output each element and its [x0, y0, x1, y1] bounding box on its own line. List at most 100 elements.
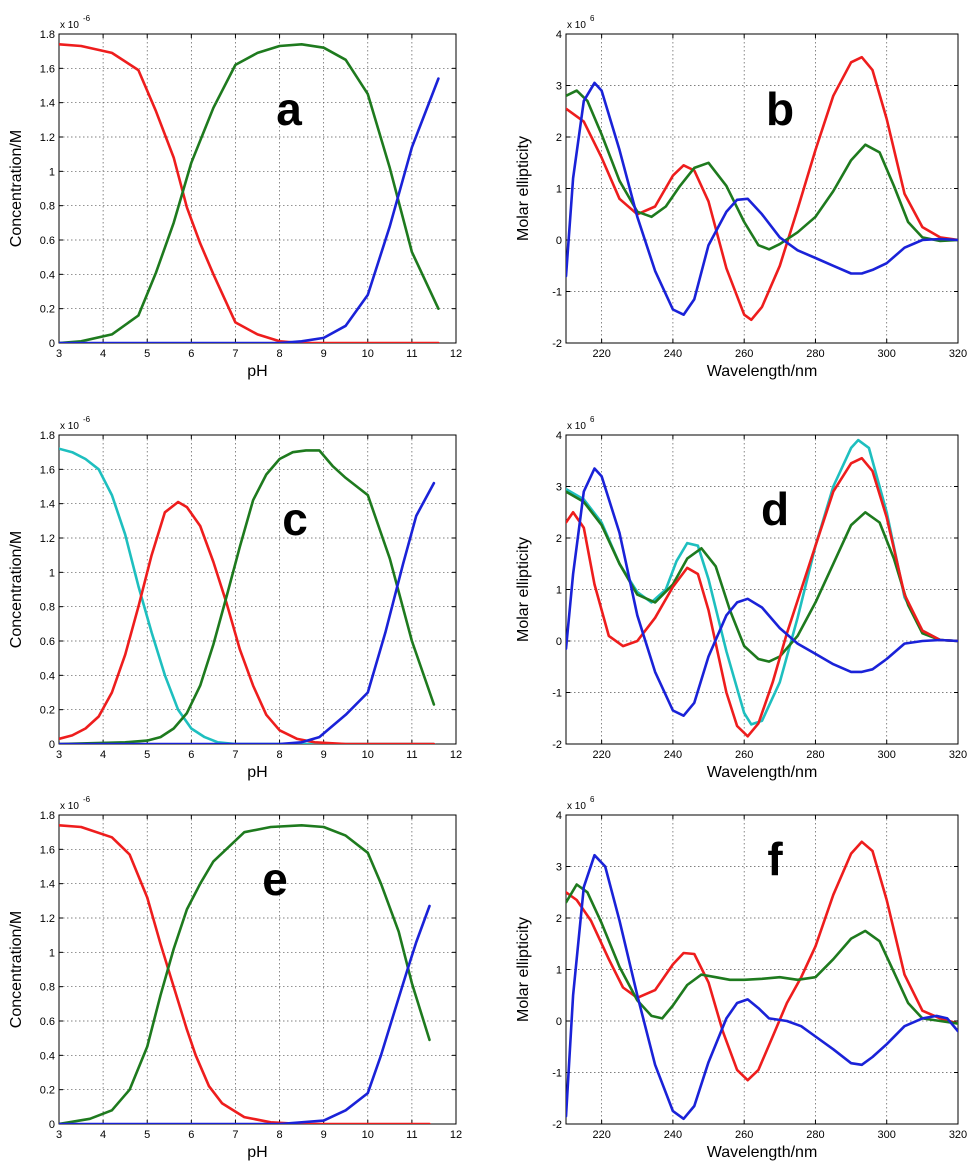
- y-tick-label: 0.6: [40, 1016, 55, 1028]
- y-tick-label: -1: [552, 688, 562, 700]
- x-tick-label: 280: [806, 1129, 824, 1141]
- x-tick-label: 8: [276, 348, 282, 360]
- x-tick-label: 4: [100, 348, 106, 360]
- y-tick-label: 1.4: [40, 879, 55, 891]
- x-tick-label: 11: [406, 1129, 417, 1141]
- x-tick-label: 11: [406, 749, 417, 761]
- series-line-green: [59, 823, 431, 1124]
- x-tick-label: 5: [144, 749, 150, 761]
- y-tick-label: 0: [556, 1016, 562, 1028]
- x-tick-label: 3: [56, 749, 62, 761]
- series-line-blue: [566, 467, 958, 718]
- y-tick-label: 1: [556, 965, 562, 977]
- chart-panel-d: 220 240 260 280 300 320 -2 -1 0 1 2 3 4 x 10 6 Waveleng…: [515, 415, 967, 781]
- series-line-red: [59, 42, 440, 343]
- series-line-cyan: [59, 447, 436, 744]
- y-tick-label: 1: [49, 567, 55, 579]
- panel-letter: f: [767, 833, 783, 885]
- x-tick-label: 280: [806, 348, 824, 360]
- x-tick-label: 220: [592, 749, 610, 761]
- x-tick-label: 12: [450, 749, 462, 761]
- x-tick-label: 3: [56, 1129, 62, 1141]
- x-tick-label: 260: [735, 1129, 753, 1141]
- x-tick-label: 10: [362, 1129, 374, 1141]
- y-tick-label: -2: [552, 338, 562, 350]
- y-tick-label: 1.6: [40, 844, 55, 856]
- y-axis-title: Molar ellipticity: [515, 917, 532, 1022]
- panel-letter: d: [761, 483, 789, 535]
- y-tick-label: 3: [556, 81, 562, 93]
- y-tick-label: 4: [556, 810, 562, 822]
- series-line-blue: [566, 81, 958, 317]
- y-axis-title: Concentration/M: [8, 911, 25, 1028]
- y-tick-label: 0.4: [40, 670, 55, 682]
- x-tick-label: 7: [232, 749, 238, 761]
- y-tick-label: 1.6: [40, 464, 55, 476]
- x-tick-label: 7: [232, 348, 238, 360]
- series-line-green: [566, 89, 958, 251]
- y-tick-label: 1: [556, 585, 562, 597]
- y-multiplier-label: x 10: [567, 20, 586, 31]
- y-tick-label: 1.2: [40, 913, 55, 925]
- x-axis-title: pH: [247, 363, 267, 380]
- y-tick-label: -2: [552, 739, 562, 751]
- y-tick-label: 1: [49, 166, 55, 178]
- y-tick-label: 0.8: [40, 982, 55, 994]
- x-axis-title: Wavelength/nm: [707, 1144, 818, 1161]
- y-tick-label: 0: [49, 1119, 55, 1131]
- series-line-red: [59, 500, 436, 744]
- y-tick-label: 0.2: [40, 304, 55, 316]
- x-axis-title: pH: [247, 764, 267, 781]
- x-tick-label: 300: [878, 1129, 896, 1141]
- y-tick-label: 0.8: [40, 201, 55, 213]
- y-tick-label: 0: [49, 739, 55, 751]
- y-axis-title: Concentration/M: [8, 531, 25, 648]
- y-tick-label: -2: [552, 1119, 562, 1131]
- y-tick-label: 1.8: [40, 430, 55, 442]
- x-tick-label: 8: [276, 1129, 282, 1141]
- y-tick-label: -1: [552, 287, 562, 299]
- y-tick-label: 0.6: [40, 636, 55, 648]
- y-exponent-label: -6: [83, 795, 91, 804]
- x-tick-label: 10: [362, 348, 374, 360]
- y-multiplier-label: x 10: [60, 421, 79, 432]
- series-line-green: [59, 42, 440, 343]
- x-tick-label: 12: [450, 348, 462, 360]
- panel-letter: b: [766, 83, 794, 135]
- y-tick-label: 0.6: [40, 235, 55, 247]
- x-tick-label: 300: [878, 348, 896, 360]
- plot-area: [58, 814, 457, 1125]
- y-tick-label: 1.4: [40, 98, 55, 110]
- y-exponent-label: 6: [590, 14, 595, 23]
- x-tick-label: 8: [276, 749, 282, 761]
- x-axis-title: Wavelength/nm: [707, 764, 818, 781]
- y-tick-label: 1.6: [40, 63, 55, 75]
- y-tick-label: 2: [556, 533, 562, 545]
- y-tick-label: 1: [556, 184, 562, 196]
- x-tick-label: 320: [949, 749, 967, 761]
- chart-panel-f: 220 240 260 280 300 320 -2 -1 0 1 2 3 4 x 10 6 Waveleng…: [515, 795, 967, 1161]
- y-multiplier-label: x 10: [567, 801, 586, 812]
- x-tick-label: 320: [949, 348, 967, 360]
- y-axis-title: Molar ellipticity: [515, 537, 532, 642]
- y-multiplier-label: x 10: [567, 421, 586, 432]
- y-tick-label: 1.2: [40, 132, 55, 144]
- x-tick-label: 7: [232, 1129, 238, 1141]
- series-line-blue: [59, 481, 436, 744]
- y-tick-label: 4: [556, 29, 562, 41]
- x-tick-label: 9: [321, 1129, 327, 1141]
- series-line-blue: [566, 853, 958, 1121]
- y-tick-label: 0: [556, 235, 562, 247]
- x-tick-label: 5: [144, 348, 150, 360]
- series-line-green: [566, 883, 958, 1025]
- x-tick-label: 220: [592, 348, 610, 360]
- x-axis-title: pH: [247, 1144, 267, 1161]
- y-tick-label: 0.2: [40, 705, 55, 717]
- x-tick-label: 260: [735, 348, 753, 360]
- y-tick-label: 0.4: [40, 269, 55, 281]
- x-tick-label: 9: [321, 348, 327, 360]
- x-tick-label: 240: [664, 1129, 682, 1141]
- x-tick-label: 11: [406, 348, 417, 360]
- y-tick-label: 0.4: [40, 1050, 55, 1062]
- y-tick-label: -1: [552, 1068, 562, 1080]
